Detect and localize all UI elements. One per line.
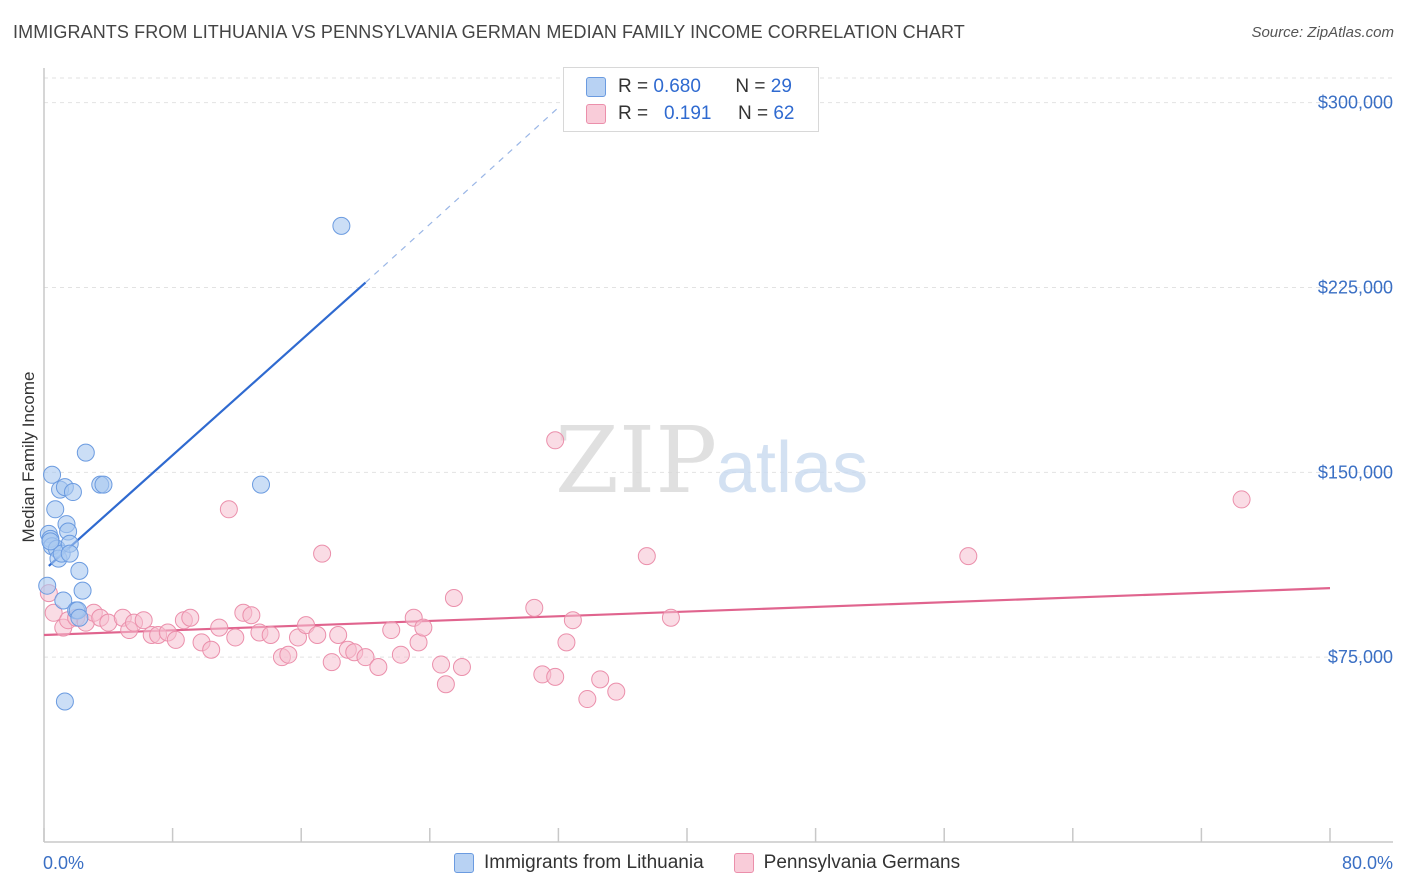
point-pennsylvania	[557, 633, 576, 652]
legend-item-lithuania[interactable]: Immigrants from Lithuania	[454, 852, 704, 874]
point-pennsylvania	[202, 640, 221, 659]
point-pennsylvania	[166, 630, 185, 649]
legend-swatch-blue	[454, 853, 474, 873]
point-pennsylvania	[546, 667, 565, 686]
y-axis-title: Median Family Income	[19, 371, 38, 542]
point-pennsylvania	[329, 625, 348, 644]
point-lithuania	[73, 581, 92, 600]
y-tick-labels: $75,000 $150,000 $225,000 $300,000	[1318, 93, 1393, 668]
y-tick-label: $225,000	[1318, 277, 1393, 297]
legend-label-pennsylvania: Pennsylvania Germans	[763, 852, 961, 873]
legend-n-value-lithuania: 29	[770, 76, 792, 97]
point-pennsylvania	[546, 431, 565, 450]
point-lithuania	[332, 216, 351, 235]
point-lithuania	[41, 532, 60, 551]
point-pennsylvania	[313, 544, 332, 563]
point-lithuania	[60, 544, 79, 563]
data-points	[38, 216, 1251, 711]
point-pennsylvania	[563, 611, 582, 630]
point-pennsylvania	[382, 621, 401, 640]
legend-r-label: R =	[618, 103, 664, 124]
y-tick-label: $75,000	[1328, 647, 1393, 667]
x-tick-label-min: 0.0%	[43, 853, 84, 873]
point-pennsylvania	[414, 618, 433, 637]
legend-n-label: N =	[735, 76, 771, 97]
point-pennsylvania	[210, 618, 229, 637]
trend-line-lithuania	[48, 281, 367, 567]
point-lithuania	[55, 692, 74, 711]
point-lithuania	[43, 465, 62, 484]
legend-label-lithuania: Immigrants from Lithuania	[484, 852, 704, 873]
point-pennsylvania	[181, 608, 200, 627]
point-pennsylvania	[322, 653, 341, 672]
legend-n-value-pennsylvania: 62	[773, 103, 795, 124]
point-pennsylvania	[134, 611, 153, 630]
grid-lines	[44, 77, 1393, 658]
legend-row-lithuania: R = 0.680 N = 29	[586, 75, 792, 99]
point-lithuania	[46, 500, 65, 519]
x-tick-label-max: 80.0%	[1342, 853, 1393, 873]
chart-source: Source: ZipAtlas.com	[1251, 24, 1394, 41]
legend-r-value-lithuania: 0.680	[653, 76, 701, 97]
point-pennsylvania	[959, 547, 978, 566]
point-lithuania	[70, 608, 89, 627]
point-pennsylvania	[356, 648, 375, 667]
point-pennsylvania	[279, 645, 298, 664]
watermark-atlas: atlas	[716, 428, 868, 508]
point-pennsylvania	[452, 658, 471, 677]
axes	[43, 68, 1393, 843]
point-pennsylvania	[444, 589, 463, 608]
stats-legend: R = 0.680 N = 29 R = 0.191 N = 62	[563, 67, 819, 132]
point-pennsylvania	[661, 608, 680, 627]
point-lithuania	[70, 561, 89, 580]
legend-n-label: N =	[737, 103, 774, 124]
point-pennsylvania	[607, 682, 626, 701]
point-lithuania	[54, 591, 73, 610]
point-pennsylvania	[369, 658, 388, 677]
legend-r-value-pennsylvania: 0.191	[663, 103, 712, 124]
point-lithuania	[94, 475, 113, 494]
y-tick-label: $150,000	[1318, 462, 1393, 482]
point-pennsylvania	[261, 625, 280, 644]
y-tick-label: $300,000	[1318, 93, 1393, 113]
point-pennsylvania	[1232, 490, 1251, 509]
point-lithuania	[252, 475, 271, 494]
point-lithuania	[63, 483, 82, 502]
point-pennsylvania	[578, 690, 597, 709]
point-pennsylvania	[591, 670, 610, 689]
chart-title: IMMIGRANTS FROM LITHUANIA VS PENNSYLVANI…	[13, 22, 965, 42]
watermark-zip: ZIP	[555, 407, 717, 514]
point-pennsylvania	[226, 628, 245, 647]
legend-row-pennsylvania: R = 0.191 N = 62	[586, 102, 794, 126]
point-pennsylvania	[391, 645, 410, 664]
series-legend: Immigrants from Lithuania Pennsylvania G…	[454, 852, 990, 874]
point-pennsylvania	[44, 603, 63, 622]
point-pennsylvania	[436, 675, 455, 694]
point-lithuania	[38, 576, 57, 595]
point-pennsylvania	[219, 500, 238, 519]
point-pennsylvania	[242, 606, 261, 625]
point-lithuania	[76, 443, 95, 462]
point-pennsylvania	[637, 547, 656, 566]
legend-swatch-blue	[586, 77, 606, 97]
legend-swatch-pink	[586, 104, 606, 124]
point-pennsylvania	[308, 625, 327, 644]
trend-line-lithuania-extension	[365, 107, 559, 283]
trend-lines	[43, 107, 1331, 637]
point-pennsylvania	[432, 655, 451, 674]
legend-swatch-pink	[733, 853, 754, 873]
legend-r-label: R =	[618, 76, 654, 97]
legend-item-pennsylvania[interactable]: Pennsylvania Germans	[733, 852, 961, 874]
point-pennsylvania	[525, 598, 544, 617]
